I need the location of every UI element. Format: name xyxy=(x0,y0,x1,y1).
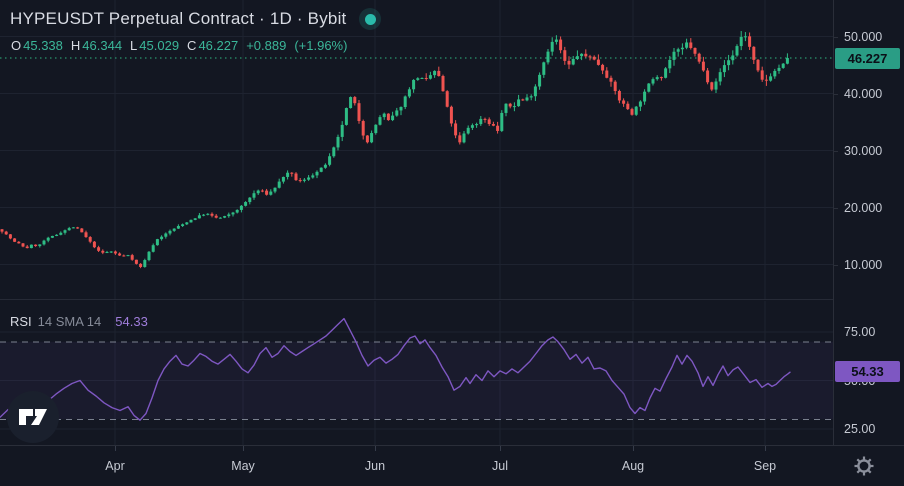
time-axis-month-label: Jun xyxy=(364,459,386,473)
ohlc-row: O 45.338 H 46.344 L 45.029 C 46.227 +0.889 (… xyxy=(10,38,381,53)
pane-separator[interactable] xyxy=(0,299,833,300)
rsi-value-badge: 54.33 xyxy=(835,361,900,382)
rsi-indicator-name[interactable]: RSI xyxy=(10,314,32,329)
open-label: O xyxy=(11,38,22,53)
high-value: 46.344 xyxy=(82,38,123,53)
price-axis-label: 50.000 xyxy=(844,29,883,44)
price-axis-label: 20.000 xyxy=(844,200,883,215)
change-percent: (+1.96%) xyxy=(294,38,348,53)
time-axis-month-label: Jul xyxy=(492,459,508,473)
price-axis-label: 10.000 xyxy=(844,257,883,272)
time-axis-tick xyxy=(114,446,116,451)
price-axis-label: 30.000 xyxy=(844,143,883,158)
price-axis-tick xyxy=(834,93,838,95)
time-axis-tick xyxy=(499,446,501,451)
price-axis-tick xyxy=(834,150,838,152)
rsi-indicator-settings: 14 SMA 14 xyxy=(37,314,102,329)
time-axis-tick xyxy=(632,446,634,451)
open-value: 45.338 xyxy=(23,38,63,53)
low-label: L xyxy=(130,38,138,53)
symbol-title-row[interactable]: HYPEUSDT Perpetual Contract · 1D · Bybit xyxy=(10,8,382,30)
time-axis-month-label: Apr xyxy=(105,459,125,473)
time-axis[interactable]: Apr May Jun Jul Aug Sep xyxy=(0,445,904,486)
last-price-badge: 46.227 xyxy=(835,48,900,69)
rsi-indicator-value: 54.33 xyxy=(115,314,148,329)
price-pane[interactable] xyxy=(0,0,833,300)
time-axis-month-label: Aug xyxy=(621,459,645,473)
close-value: 46.227 xyxy=(198,38,239,53)
time-axis-month-label: Sep xyxy=(753,459,777,473)
rsi-axis-label: 75.00 xyxy=(844,325,876,340)
rsi-legend: RSI 14 SMA 14 54.33 xyxy=(10,314,148,330)
time-axis-tick xyxy=(242,446,244,451)
axis-settings-gear-icon[interactable] xyxy=(853,455,875,477)
price-axis-label: 40.000 xyxy=(844,86,883,101)
close-label: C xyxy=(187,38,197,53)
change-value: +0.889 xyxy=(246,38,287,53)
rsi-pane[interactable] xyxy=(0,301,833,445)
high-label: H xyxy=(70,38,81,53)
low-value: 45.029 xyxy=(139,38,180,53)
market-status-icon[interactable] xyxy=(359,8,382,30)
symbol-title[interactable]: HYPEUSDT Perpetual Contract · 1D · Bybit xyxy=(10,9,347,28)
time-axis-month-label: May xyxy=(231,459,255,473)
price-axis-tick xyxy=(834,264,838,266)
price-axis-tick xyxy=(834,207,838,209)
time-axis-tick xyxy=(374,446,376,451)
tradingview-logo[interactable] xyxy=(7,391,59,443)
chart-legend: HYPEUSDT Perpetual Contract · 1D · Bybit… xyxy=(10,8,382,53)
price-axis-tick xyxy=(834,36,838,38)
tradingview-logo-icon xyxy=(19,409,47,425)
price-axis[interactable]: 46.227 54.33 50.000 40.000 30.000 20.000 10.… xyxy=(833,0,904,445)
time-axis-tick xyxy=(764,446,766,451)
rsi-axis-label: 25.00 xyxy=(844,421,876,436)
